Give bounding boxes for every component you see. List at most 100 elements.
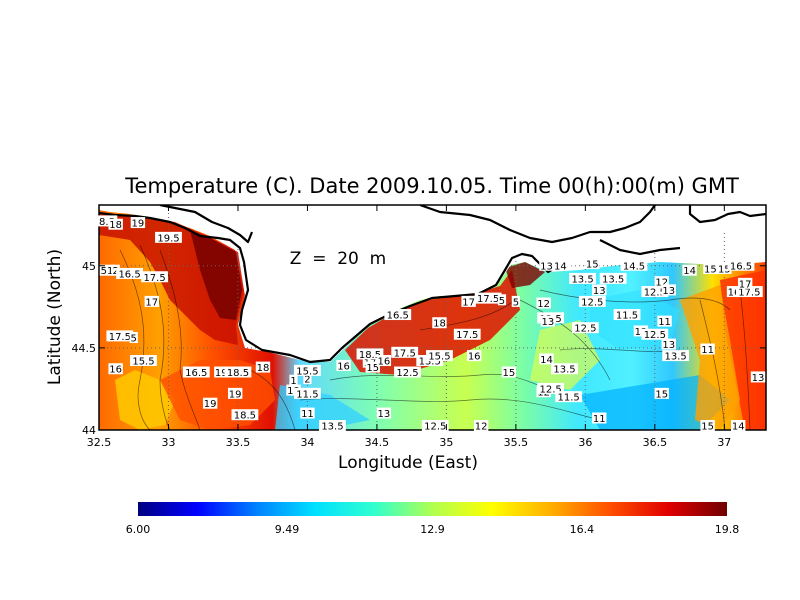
- contour-label-box: [453, 328, 481, 340]
- contour-label-text: 13.5: [602, 274, 624, 285]
- contour-label-text: 18: [257, 363, 270, 374]
- contour-label-box: [641, 286, 669, 298]
- contour-label-text: 2: [304, 375, 310, 386]
- contour-label-text: 13: [541, 317, 554, 328]
- contour-label: 15: [501, 366, 517, 379]
- contour-label-text: 1: [290, 376, 296, 387]
- contour-label-text: 11.5: [296, 389, 318, 400]
- x-axis-label: Longitude (East): [338, 453, 478, 473]
- contour-label-box: [592, 284, 607, 296]
- sea-of-azov-area: [480, 205, 766, 240]
- contour-label: 12.5: [537, 382, 565, 395]
- contour-label-box: [540, 315, 556, 327]
- colorbar-ticks: 6.00 9.49 12.9 16.4 19.8: [126, 523, 740, 536]
- crimea-land-mask: [99, 205, 766, 360]
- contour-label-text: 13.5: [321, 422, 343, 433]
- contour-label-box: [473, 420, 489, 431]
- contour-label-box: [700, 343, 715, 355]
- contour-label: 17: [144, 295, 160, 308]
- contour-label: 13: [661, 284, 676, 297]
- contour-label: 15.5: [426, 350, 453, 363]
- contour-label-box: [303, 373, 312, 385]
- contour-label: 2: [303, 373, 312, 386]
- contour-label-box: [224, 366, 252, 378]
- contour-label: 12.5: [641, 328, 669, 341]
- x-tick-label: 34: [300, 436, 314, 449]
- x-tick-label: 35: [439, 436, 453, 449]
- contour-label: 18.5: [224, 366, 252, 379]
- contour-label-box: [108, 363, 123, 375]
- contour-label-box: [737, 277, 753, 289]
- contour-label-box: [613, 309, 641, 321]
- contour-label: 13.5: [599, 272, 627, 285]
- contour-label-text: 12: [537, 299, 550, 310]
- contour-label-text: 19: [204, 399, 217, 410]
- contour-label: 13: [661, 338, 676, 351]
- contour-label-text: 13: [287, 386, 300, 397]
- contour-label-box: [319, 420, 346, 431]
- contour-label-box: [155, 231, 182, 243]
- contour-label-text: 11: [658, 317, 671, 328]
- contour-label: 16: [336, 359, 351, 372]
- contour-label: 13.5: [319, 420, 346, 433]
- contour-label-box: [376, 407, 392, 419]
- colorbar: [138, 502, 727, 516]
- contour-label-box: [214, 366, 229, 378]
- contour-label-text: 13.5: [665, 352, 687, 363]
- contour-label: 18: [432, 317, 447, 330]
- contour-label: 1: [289, 374, 298, 387]
- yellow-patch-east: [530, 320, 600, 390]
- y-axis-label: Latitude (North): [45, 249, 65, 385]
- contour-label-text: 18.5: [359, 350, 381, 361]
- contour-label: 17: [461, 295, 476, 308]
- contour-label-text: 15: [586, 260, 599, 271]
- contour-label-box: [539, 259, 554, 271]
- contour-label: 13: [286, 384, 301, 397]
- contour-label: 5: [511, 295, 520, 308]
- contour-label-text: 2: [112, 266, 118, 277]
- contour-label: 15: [654, 387, 669, 400]
- contour-label-text: 18: [433, 319, 446, 330]
- contour-label-text: 19.5: [157, 233, 179, 244]
- contour-label-box: [182, 366, 210, 378]
- contour-label-text: 18: [109, 220, 122, 231]
- contour-lines: [119, 244, 751, 430]
- contour-label: 17.5: [106, 330, 134, 343]
- contour-label: 17.5: [391, 346, 419, 359]
- contour-label-box: [96, 215, 118, 227]
- contour-label-text: 15: [718, 265, 731, 276]
- contour-label-text: 17.5: [477, 294, 499, 305]
- contour-label-box: [384, 309, 412, 321]
- contour-label: 12.5: [578, 295, 606, 308]
- contour-label-box: [286, 384, 301, 396]
- contour-label-text: 11: [301, 409, 314, 420]
- contour-label: 16.5: [727, 259, 755, 272]
- contour-label-box: [501, 366, 517, 378]
- contour-label-box: [394, 366, 421, 378]
- contour-label: 19: [130, 217, 146, 230]
- contour-label-box: [657, 315, 672, 327]
- contour-label-box: [682, 264, 697, 276]
- contour-label: 19: [227, 387, 243, 400]
- contour-label: 13: [750, 371, 766, 384]
- contour-label-text: 17.5: [109, 332, 131, 343]
- contour-label-box: [466, 350, 482, 362]
- contour-label: 8.5: [96, 215, 118, 228]
- contour-label-text: 16: [337, 361, 350, 372]
- contour-label: 11: [700, 343, 715, 356]
- contour-label-text: 13: [593, 286, 606, 297]
- hot-patch-kerch: [505, 262, 545, 288]
- contour-label-box: [661, 338, 676, 350]
- contour-label-box: [592, 412, 607, 424]
- contour-label-box: [551, 363, 578, 375]
- contour-label-text: 12.5: [581, 297, 603, 308]
- contour-label-box: [537, 382, 565, 394]
- contour-label-text: 13.5: [419, 357, 441, 368]
- y-tick-label: 44: [82, 424, 96, 437]
- contour-label-text: 13.5: [553, 365, 575, 376]
- contour-label-text: 17.5: [394, 348, 416, 359]
- contour-label-box: [294, 387, 321, 399]
- contour-label: 11.5: [555, 391, 583, 404]
- contour-label: 13.5: [569, 272, 596, 285]
